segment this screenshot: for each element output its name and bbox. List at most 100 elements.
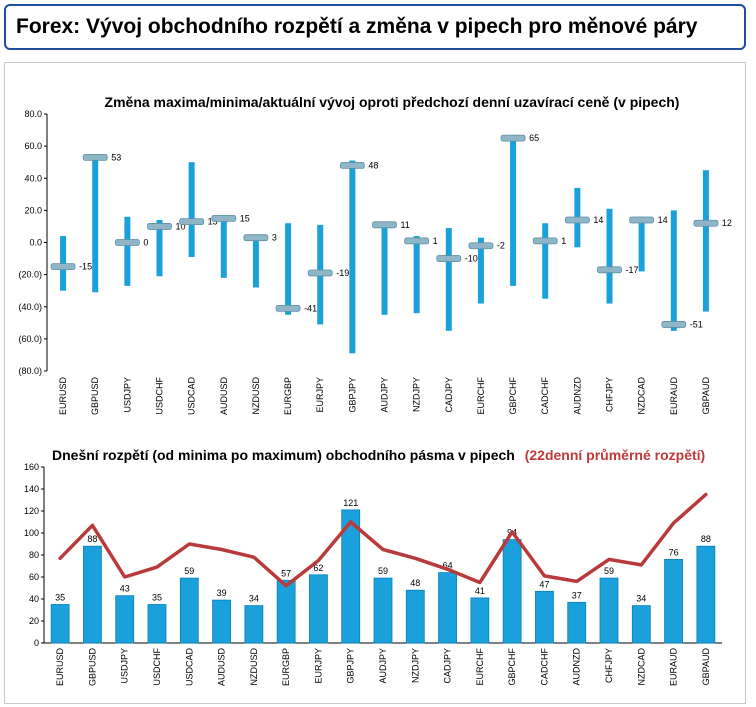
chart2-bar (341, 509, 361, 644)
chart2-value-label: 59 (604, 566, 614, 576)
chart2-value-label: 35 (55, 593, 65, 603)
chart1-value-label: 14 (593, 215, 603, 225)
chart2-bar (244, 605, 264, 644)
chart2-y-tick-label: 60 (29, 572, 39, 582)
chart1-current-marker (114, 239, 140, 246)
chart2-bar (696, 545, 716, 644)
page-title: Forex: Vývoj obchodního rozpětí a změna … (16, 15, 698, 38)
chart2-value-label: 59 (184, 566, 194, 576)
chart1-range-bar (252, 234, 259, 288)
chart1-range-bar (510, 134, 517, 286)
chart1-y-tick-label: 0.0 (29, 238, 42, 248)
chart2-category-label: USDCAD (184, 648, 194, 687)
chart2-bar (502, 539, 522, 644)
chart2-bar (50, 604, 70, 644)
chart2-category-label: NZDJPY (410, 648, 420, 683)
chart1-range-bar (542, 223, 549, 299)
chart2-bar (83, 545, 102, 644)
chart2-y-tick-label: 120 (24, 506, 39, 516)
chart1-category-label: AUDNZD (572, 377, 582, 415)
chart1-category-label: GBPCHF (508, 377, 518, 415)
chart2-average-line (58, 492, 708, 588)
chart1-category-label: AUDUSD (219, 377, 229, 416)
chart1-current-marker (275, 304, 301, 312)
chart1-category-label: GBPUSD (90, 377, 100, 416)
chart1-category-label: EURCHF (476, 376, 486, 414)
chart2-category-label: EURGBP (281, 648, 291, 686)
chart1-range-bar (381, 221, 388, 315)
chart1-value-label: -51 (690, 319, 703, 329)
chart1-value-label: -10 (465, 254, 478, 264)
chart2-bar (115, 595, 135, 644)
chart1-y-tick-label: 60.0 (24, 141, 42, 151)
chart2-category-label: GBPJPY (346, 648, 356, 684)
chart1-value-label: -2 (497, 241, 505, 251)
page-header: Forex: Vývoj obchodního rozpětí a změna … (4, 4, 746, 50)
chart1-value-label: 14 (658, 215, 668, 225)
chart2-category-label: GBPAUD (701, 648, 711, 686)
chart1-current-marker (211, 215, 237, 222)
chart1-current-marker (179, 218, 205, 226)
chart1-range-bar (188, 162, 195, 257)
chart1-value-label: 10 (176, 221, 186, 231)
chart1-range-bar (124, 216, 131, 286)
chart1-current-marker (468, 242, 494, 250)
chart1-plot: 80.0 60.0 40.0 20.0 0.0 (20.0) (40.0) (60.0) (80… (18, 109, 731, 415)
chart1-value-label: 1 (433, 236, 438, 246)
chart2-bar (309, 574, 328, 644)
chart1-category-label: GBPAUD (701, 377, 711, 415)
chart2-bar (212, 599, 231, 644)
chart2-value-label: 59 (378, 566, 388, 576)
chart2-category-label: AUDJPY (378, 648, 388, 684)
chart1-range-bar (702, 170, 709, 312)
chart2-value-label: 43 (120, 584, 130, 594)
chart2-y-tick-label: 20 (29, 616, 39, 626)
chart2-value-label: 39 (217, 588, 227, 598)
chart2-bar (179, 577, 199, 644)
chart2-bar (147, 604, 167, 644)
chart2-value-label: 34 (636, 594, 646, 604)
chart2-y-tick-label: 0 (34, 638, 39, 648)
chart1-range-bar (285, 223, 292, 315)
chart1-y-tick-label: (20.0) (18, 270, 42, 280)
chart1-category-label: CADCHF (540, 376, 550, 414)
chart1-category-label: CADJPY (444, 377, 454, 413)
chart2-category-label: CHFJPY (604, 648, 614, 683)
chart2-title: Dnešní rozpětí (od minima po maximum) ob… (52, 447, 705, 463)
chart1-value-label: 65 (529, 133, 539, 143)
chart2-category-label: AUDUSD (217, 648, 227, 687)
chart2-category-label: EURJPY (313, 648, 323, 684)
chart2-category-label: USDCHF (152, 647, 162, 685)
chart1-value-label: 53 (111, 152, 121, 162)
chart2-category-label: AUDNZD (572, 648, 582, 686)
chart2-bar (631, 605, 651, 644)
chart2-category-label: EURCHF (475, 647, 485, 685)
chart1-current-marker (372, 221, 397, 229)
chart1-current-marker (243, 234, 269, 242)
chart1-y-tick-label: (80.0) (18, 366, 42, 376)
chart2-category-label: CADJPY (443, 648, 453, 684)
chart1-value-label: 1 (561, 236, 566, 246)
chart2-bar (276, 579, 296, 644)
chart1-range-bar (349, 160, 356, 354)
chart2-category-label: EURAUD (669, 648, 679, 687)
chart1-current-marker (693, 219, 719, 227)
chart2-category-label: GBPUSD (87, 648, 97, 687)
chart1-current-marker (404, 237, 430, 245)
chart1-category-label: NZDJPY (412, 377, 422, 412)
chart1-value-label: 0 (143, 238, 148, 248)
chart2-y-tick-label: 100 (24, 528, 39, 538)
chart1-current-marker (436, 255, 462, 262)
chart1-value-label: 12 (722, 218, 732, 228)
chart1-current-marker (629, 216, 655, 224)
chart1-y-tick-label: (60.0) (18, 334, 42, 344)
chart1-category-label: EURAUD (669, 377, 679, 416)
chart2-y-tick-label: 140 (24, 484, 39, 494)
chart1-category-label: EURJPY (315, 377, 325, 413)
chart2-title-main: Dnešní rozpětí (od minima po maximum) ob… (52, 447, 515, 463)
chart1-category-label: EURGBP (283, 377, 293, 415)
chart1-current-marker (532, 237, 558, 245)
chart2-bar (599, 577, 619, 644)
chart2-value-label: 88 (87, 534, 97, 544)
